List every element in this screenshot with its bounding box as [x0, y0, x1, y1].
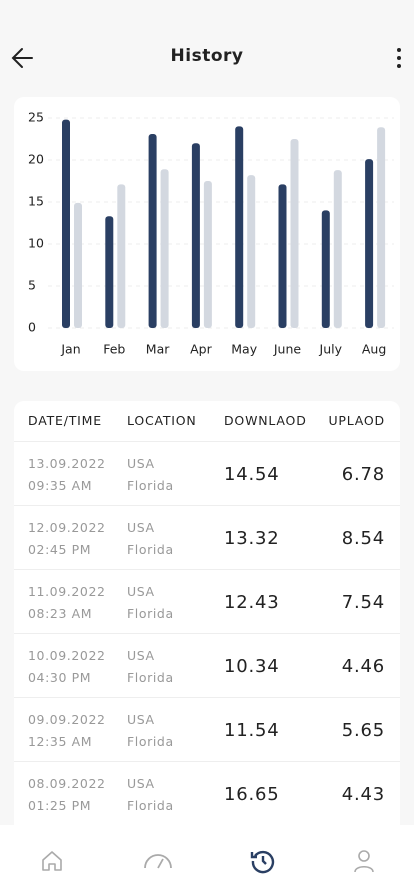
- bar: [365, 159, 374, 328]
- upload-value: 5.65: [341, 720, 385, 741]
- bar: [321, 210, 330, 328]
- speed-tab[interactable]: [142, 849, 174, 871]
- page-title: History: [170, 46, 244, 66]
- bar: [235, 126, 244, 329]
- bar: [74, 202, 82, 328]
- date: 09.09.2022: [28, 712, 106, 727]
- x-tick-label: Aug: [362, 342, 386, 357]
- download-value: 14.54: [224, 464, 280, 485]
- bar: [148, 133, 157, 328]
- y-tick-label: 0: [28, 320, 36, 335]
- column-header: DATE/TIME: [28, 413, 102, 428]
- x-tick-label: July: [319, 342, 343, 357]
- state: Florida: [127, 542, 174, 557]
- bar: [333, 170, 342, 328]
- chart-card: 0 5 10 15 20 25 Jan Feb Mar Apr May June July Aug: [14, 97, 400, 371]
- time: 09:35 AM: [28, 478, 93, 493]
- y-tick-label: 20: [28, 152, 44, 167]
- country: USA: [127, 584, 155, 599]
- table-row: 08.09.2022 01:25 PM USA Florida 16.65 4.43: [14, 761, 400, 826]
- bar: [247, 175, 256, 328]
- time: 01:25 PM: [28, 798, 92, 813]
- state: Florida: [127, 606, 174, 621]
- x-tick-label: Jan: [60, 342, 80, 357]
- time: 04:30 PM: [28, 670, 92, 685]
- table-row: 12.09.2022 02:45 PM USA Florida 13.32 8.54: [14, 505, 400, 570]
- date: 08.09.2022: [28, 776, 106, 791]
- history-tab[interactable]: [250, 848, 276, 874]
- profile-tab[interactable]: [352, 848, 376, 874]
- x-tick-label: May: [231, 342, 257, 357]
- x-tick-label: Feb: [103, 342, 125, 357]
- y-tick-label: 15: [28, 194, 44, 209]
- menu-button[interactable]: [394, 46, 404, 70]
- state: Florida: [127, 478, 174, 493]
- country: USA: [127, 776, 155, 791]
- bar: [278, 184, 287, 328]
- column-header: DOWNLAOD: [224, 413, 307, 428]
- column-header: LOCATION: [127, 413, 197, 428]
- table-row: 10.09.2022 04:30 PM USA Florida 10.34 4.46: [14, 633, 400, 698]
- download-value: 10.34: [224, 656, 280, 677]
- date: 12.09.2022: [28, 520, 106, 535]
- download-value: 13.32: [224, 528, 280, 549]
- x-tick-label: Mar: [146, 342, 170, 357]
- time: 02:45 PM: [28, 542, 92, 557]
- date: 13.09.2022: [28, 456, 106, 471]
- back-button[interactable]: [10, 45, 36, 71]
- bar: [160, 169, 169, 328]
- x-tick-label: Apr: [190, 342, 212, 357]
- date: 10.09.2022: [28, 648, 106, 663]
- bar: [62, 119, 70, 329]
- table-row: 11.09.2022 08:23 AM USA Florida 12.43 7.54: [14, 569, 400, 634]
- state: Florida: [127, 670, 174, 685]
- table-row: 09.09.2022 12:35 AM USA Florida 11.54 5.65: [14, 697, 400, 762]
- download-value: 12.43: [224, 592, 280, 613]
- download-value: 16.65: [224, 784, 280, 805]
- bar: [117, 184, 126, 328]
- country: USA: [127, 520, 155, 535]
- bar: [377, 127, 386, 329]
- column-header: UPLAOD: [328, 413, 385, 428]
- y-tick-label: 10: [28, 236, 44, 251]
- y-tick-label: 25: [28, 110, 44, 125]
- bar: [191, 143, 200, 328]
- bar: [203, 181, 212, 328]
- country: USA: [127, 456, 155, 471]
- bar: [105, 216, 114, 328]
- upload-value: 8.54: [341, 528, 385, 549]
- download-value: 11.54: [224, 720, 280, 741]
- upload-value: 4.46: [341, 656, 385, 677]
- time: 08:23 AM: [28, 606, 93, 621]
- bar: [290, 139, 299, 328]
- upload-value: 6.78: [341, 464, 385, 485]
- chart: 0 5 10 15 20 25 Jan Feb Mar Apr May June July Aug: [28, 110, 394, 357]
- upload-value: 4.43: [341, 784, 385, 805]
- home-tab[interactable]: [40, 849, 64, 873]
- history-table: DATE/TIME LOCATION DOWNLAOD UPLAOD 13.09.202…: [14, 401, 400, 841]
- time: 12:35 AM: [28, 734, 93, 749]
- state: Florida: [127, 798, 174, 813]
- date: 11.09.2022: [28, 584, 106, 599]
- country: USA: [127, 712, 155, 727]
- country: USA: [127, 648, 155, 663]
- y-tick-label: 5: [28, 278, 36, 293]
- table-row: 13.09.2022 09:35 AM USA Florida 14.54 6.78: [14, 441, 400, 506]
- upload-value: 7.54: [341, 592, 385, 613]
- bottom-nav: [0, 825, 414, 896]
- state: Florida: [127, 734, 174, 749]
- x-tick-label: June: [273, 342, 302, 357]
